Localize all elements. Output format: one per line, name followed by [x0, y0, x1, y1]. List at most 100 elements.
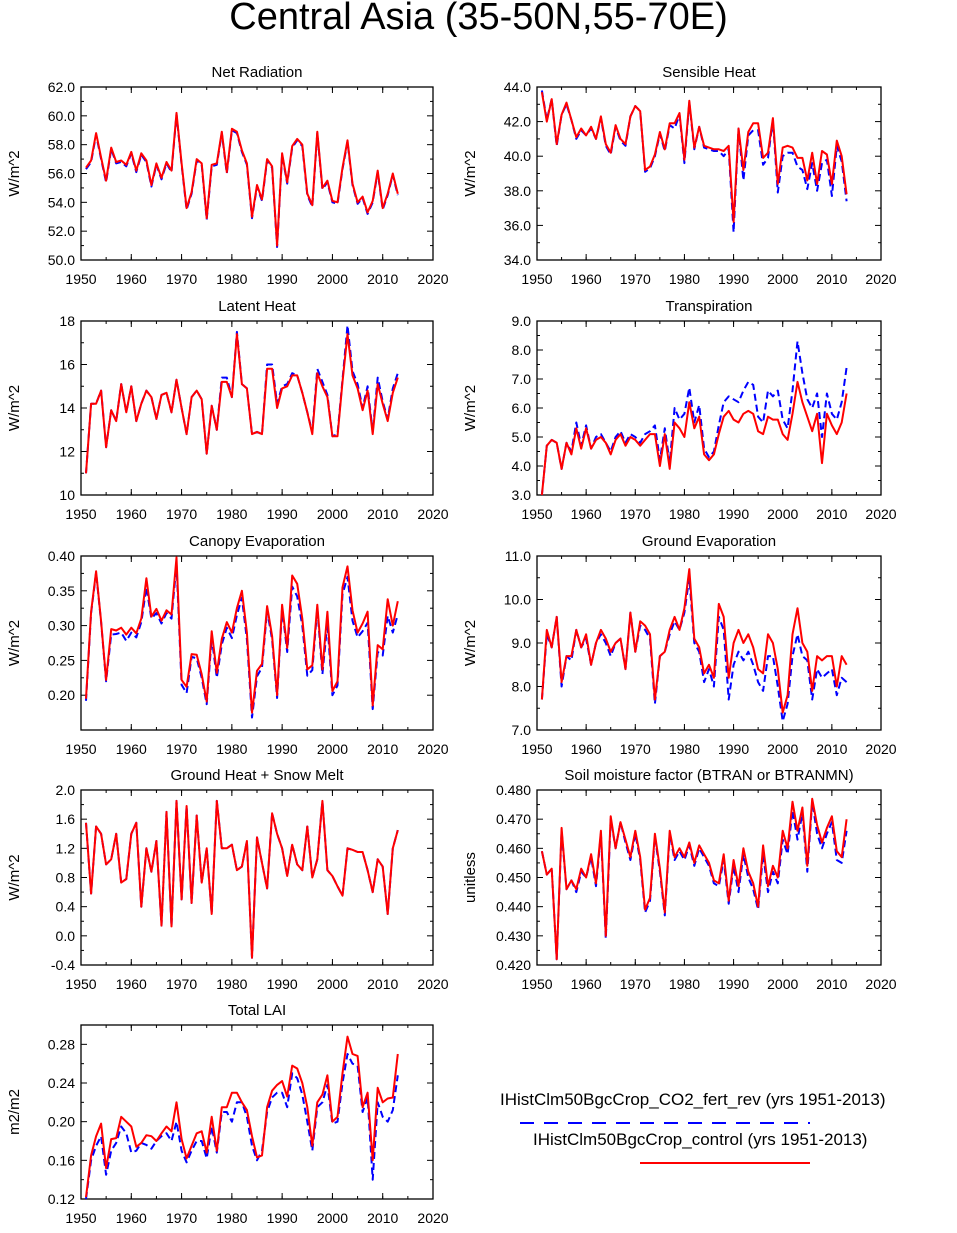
plot-frame [80, 555, 434, 731]
y-tick-label: 38.0 [504, 183, 531, 199]
x-tick-label: 1990 [267, 1210, 298, 1226]
series-line-control [85, 333, 399, 474]
series-line-control [85, 799, 399, 959]
y-tick-label: 52.0 [48, 223, 75, 239]
y-tick-label: -0.4 [51, 957, 75, 973]
x-tick-label: 2010 [816, 976, 847, 992]
chart-panel-9: Total LAI 1950 1960 1970 1980 1990 2000 2010 202… [6, 1002, 449, 1226]
y-axis-label: W/m^2 [6, 854, 23, 900]
chart-panel-7: Ground Heat + Snow Melt 1950 1960 1970 1980 1… [6, 767, 449, 992]
series-line-co2-fert-rev [85, 799, 399, 959]
chart-panel-4: Transpiration 1950 1960 1970 1980 1990 2000 201… [462, 298, 897, 522]
x-tick-label: 2020 [865, 271, 896, 287]
y-tick-label: 3.0 [512, 487, 532, 503]
x-tick-label: 1980 [669, 976, 700, 992]
x-tick-label: 1990 [267, 976, 298, 992]
x-tick-label: 1980 [669, 506, 700, 522]
y-tick-label: 2.0 [56, 782, 76, 798]
x-tick-label: 1990 [718, 271, 749, 287]
x-tick-label: 2010 [816, 271, 847, 287]
plot-frame [536, 320, 882, 496]
x-tick-label: 1970 [620, 506, 651, 522]
x-tick-label: 1980 [669, 271, 700, 287]
x-tick-label: 1970 [166, 1210, 197, 1226]
x-tick-label: 2000 [767, 271, 798, 287]
y-tick-label: 40.0 [504, 148, 531, 164]
main-title: Central Asia (35-50N,55-70E) [229, 0, 728, 38]
y-tick-label: 0.8 [56, 870, 76, 886]
x-tick-label: 1970 [620, 741, 651, 757]
y-tick-label: 7.0 [512, 722, 532, 738]
y-tick-label: 8.0 [512, 679, 532, 695]
x-tick-label: 2010 [367, 1210, 398, 1226]
x-tick-label: 2000 [317, 506, 348, 522]
x-tick-label: 2000 [317, 1210, 348, 1226]
y-axis-label: W/m^2 [462, 385, 479, 431]
x-tick-label: 1950 [521, 506, 552, 522]
panel-title: Sensible Heat [662, 64, 756, 81]
y-tick-label: 60.0 [48, 108, 75, 124]
y-tick-label: 50.0 [48, 252, 75, 268]
legend-label-control: IHistClm50BgcCrop_control (yrs 1951-2013… [533, 1130, 868, 1149]
x-tick-label: 2000 [767, 976, 798, 992]
x-tick-label: 2010 [367, 976, 398, 992]
x-tick-label: 1980 [216, 506, 247, 522]
y-tick-label: 0.20 [48, 687, 75, 703]
x-tick-label: 2010 [816, 506, 847, 522]
series-line-control [540, 92, 848, 223]
y-tick-label: 0.450 [496, 870, 531, 886]
y-tick-label: 0.0 [56, 928, 76, 944]
x-tick-label: 1950 [65, 506, 96, 522]
panel-title: Net Radiation [212, 64, 303, 81]
chart-panel-1: Net Radiation 1950 1960 1970 1980 1990 2000 201… [6, 64, 449, 287]
x-tick-label: 2000 [317, 271, 348, 287]
x-tick-label: 1990 [267, 506, 298, 522]
y-tick-label: 5.0 [512, 429, 532, 445]
series-line-co2-fert-rev [85, 113, 399, 248]
y-tick-label: 0.470 [496, 811, 531, 827]
x-tick-label: 1980 [216, 271, 247, 287]
x-tick-label: 1960 [116, 976, 147, 992]
x-tick-label: 2000 [317, 976, 348, 992]
panel-title: Soil moisture factor (BTRAN or BTRANMN) [564, 767, 853, 784]
y-tick-label: 0.16 [48, 1152, 75, 1168]
y-tick-label: 7.0 [512, 371, 532, 387]
series-line-control [85, 111, 399, 247]
y-tick-label: 0.420 [496, 957, 531, 973]
x-tick-label: 1970 [166, 976, 197, 992]
y-tick-label: 1.2 [56, 840, 76, 856]
x-tick-label: 2020 [417, 976, 448, 992]
series-line-control [540, 380, 848, 496]
x-tick-label: 1950 [521, 976, 552, 992]
x-tick-label: 1950 [65, 976, 96, 992]
y-tick-label: 0.430 [496, 928, 531, 944]
y-tick-label: 0.25 [48, 652, 75, 668]
legend-label-co2-fert-rev: IHistClm50BgcCrop_CO2_fert_rev (yrs 1951… [500, 1090, 886, 1109]
x-tick-label: 2000 [317, 741, 348, 757]
x-tick-label: 1950 [65, 271, 96, 287]
y-axis-label: W/m^2 [6, 385, 23, 431]
y-tick-label: 6.0 [512, 400, 532, 416]
x-tick-label: 1990 [267, 741, 298, 757]
x-tick-label: 1970 [620, 271, 651, 287]
series-line-control [85, 1035, 399, 1198]
x-tick-label: 1950 [521, 271, 552, 287]
x-tick-label: 1970 [620, 976, 651, 992]
y-axis-label: W/m^2 [462, 620, 479, 666]
y-tick-label: 0.4 [56, 899, 76, 915]
y-tick-label: 0.440 [496, 899, 531, 915]
chart-panel-5: Canopy Evaporation 1950 1960 1970 1980 1990 20… [6, 533, 449, 757]
x-tick-label: 2010 [816, 741, 847, 757]
x-tick-label: 1960 [116, 741, 147, 757]
y-tick-label: 56.0 [48, 166, 75, 182]
series-line-control [540, 797, 848, 961]
series-line-control [85, 556, 399, 714]
x-tick-label: 1960 [116, 271, 147, 287]
plot-frame [536, 789, 882, 966]
y-tick-label: 0.460 [496, 840, 531, 856]
x-tick-label: 2020 [417, 271, 448, 287]
panel-title: Total LAI [228, 1002, 286, 1019]
y-axis-label: W/m^2 [6, 620, 23, 666]
x-tick-label: 1950 [65, 1210, 96, 1226]
